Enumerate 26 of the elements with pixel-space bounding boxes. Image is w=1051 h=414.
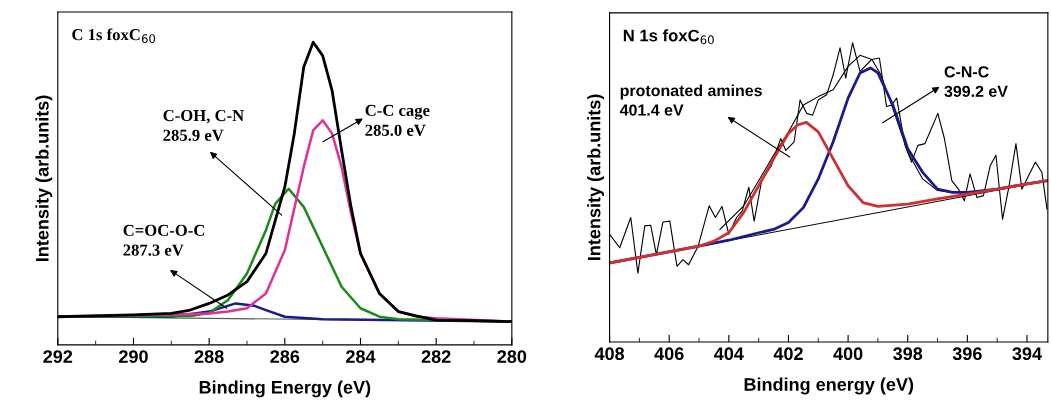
x-tick-label: 396 [952,347,982,361]
chart-title: C 1s foxC$_{60}$ [72,28,156,44]
annotation: C-N-C 399.2 eV [944,66,1008,98]
x-tick-label: 282 [421,350,451,363]
x-axis-title: Binding energy (eV) [744,377,914,395]
x-axis-title: Binding Energy (eV) [199,380,371,398]
chart-title: N 1s foxC$_{60}$ [623,29,714,45]
annotation: C-OH, C-N 285.9 eV [163,109,244,141]
x-tick-label: 284 [346,350,376,363]
annotation: C=OC-O-C 287.3 eV [123,224,205,256]
x-tick-label: 408 [594,347,625,361]
x-tick-label: 394 [1012,347,1042,361]
x-tick-label: 404 [714,347,744,361]
x-tick-label: 280 [497,350,527,363]
x-tick-label: 400 [833,347,863,361]
y-axis-title: Intensity (arb.units) [35,95,53,261]
annotation: C-C cage 285.0 eV [365,104,430,136]
x-tick-label: 406 [654,347,684,361]
annotation: protonated amines 401.4 eV [619,84,762,116]
x-tick-label: 292 [43,350,73,363]
x-tick-label: 286 [270,350,300,363]
x-tick-label: 288 [194,350,224,363]
x-tick-label: 398 [893,347,923,361]
x-tick-label: 290 [119,350,148,363]
y-axis-title: Intensity (arb.units) [587,94,605,260]
x-tick-label: 402 [773,347,803,361]
